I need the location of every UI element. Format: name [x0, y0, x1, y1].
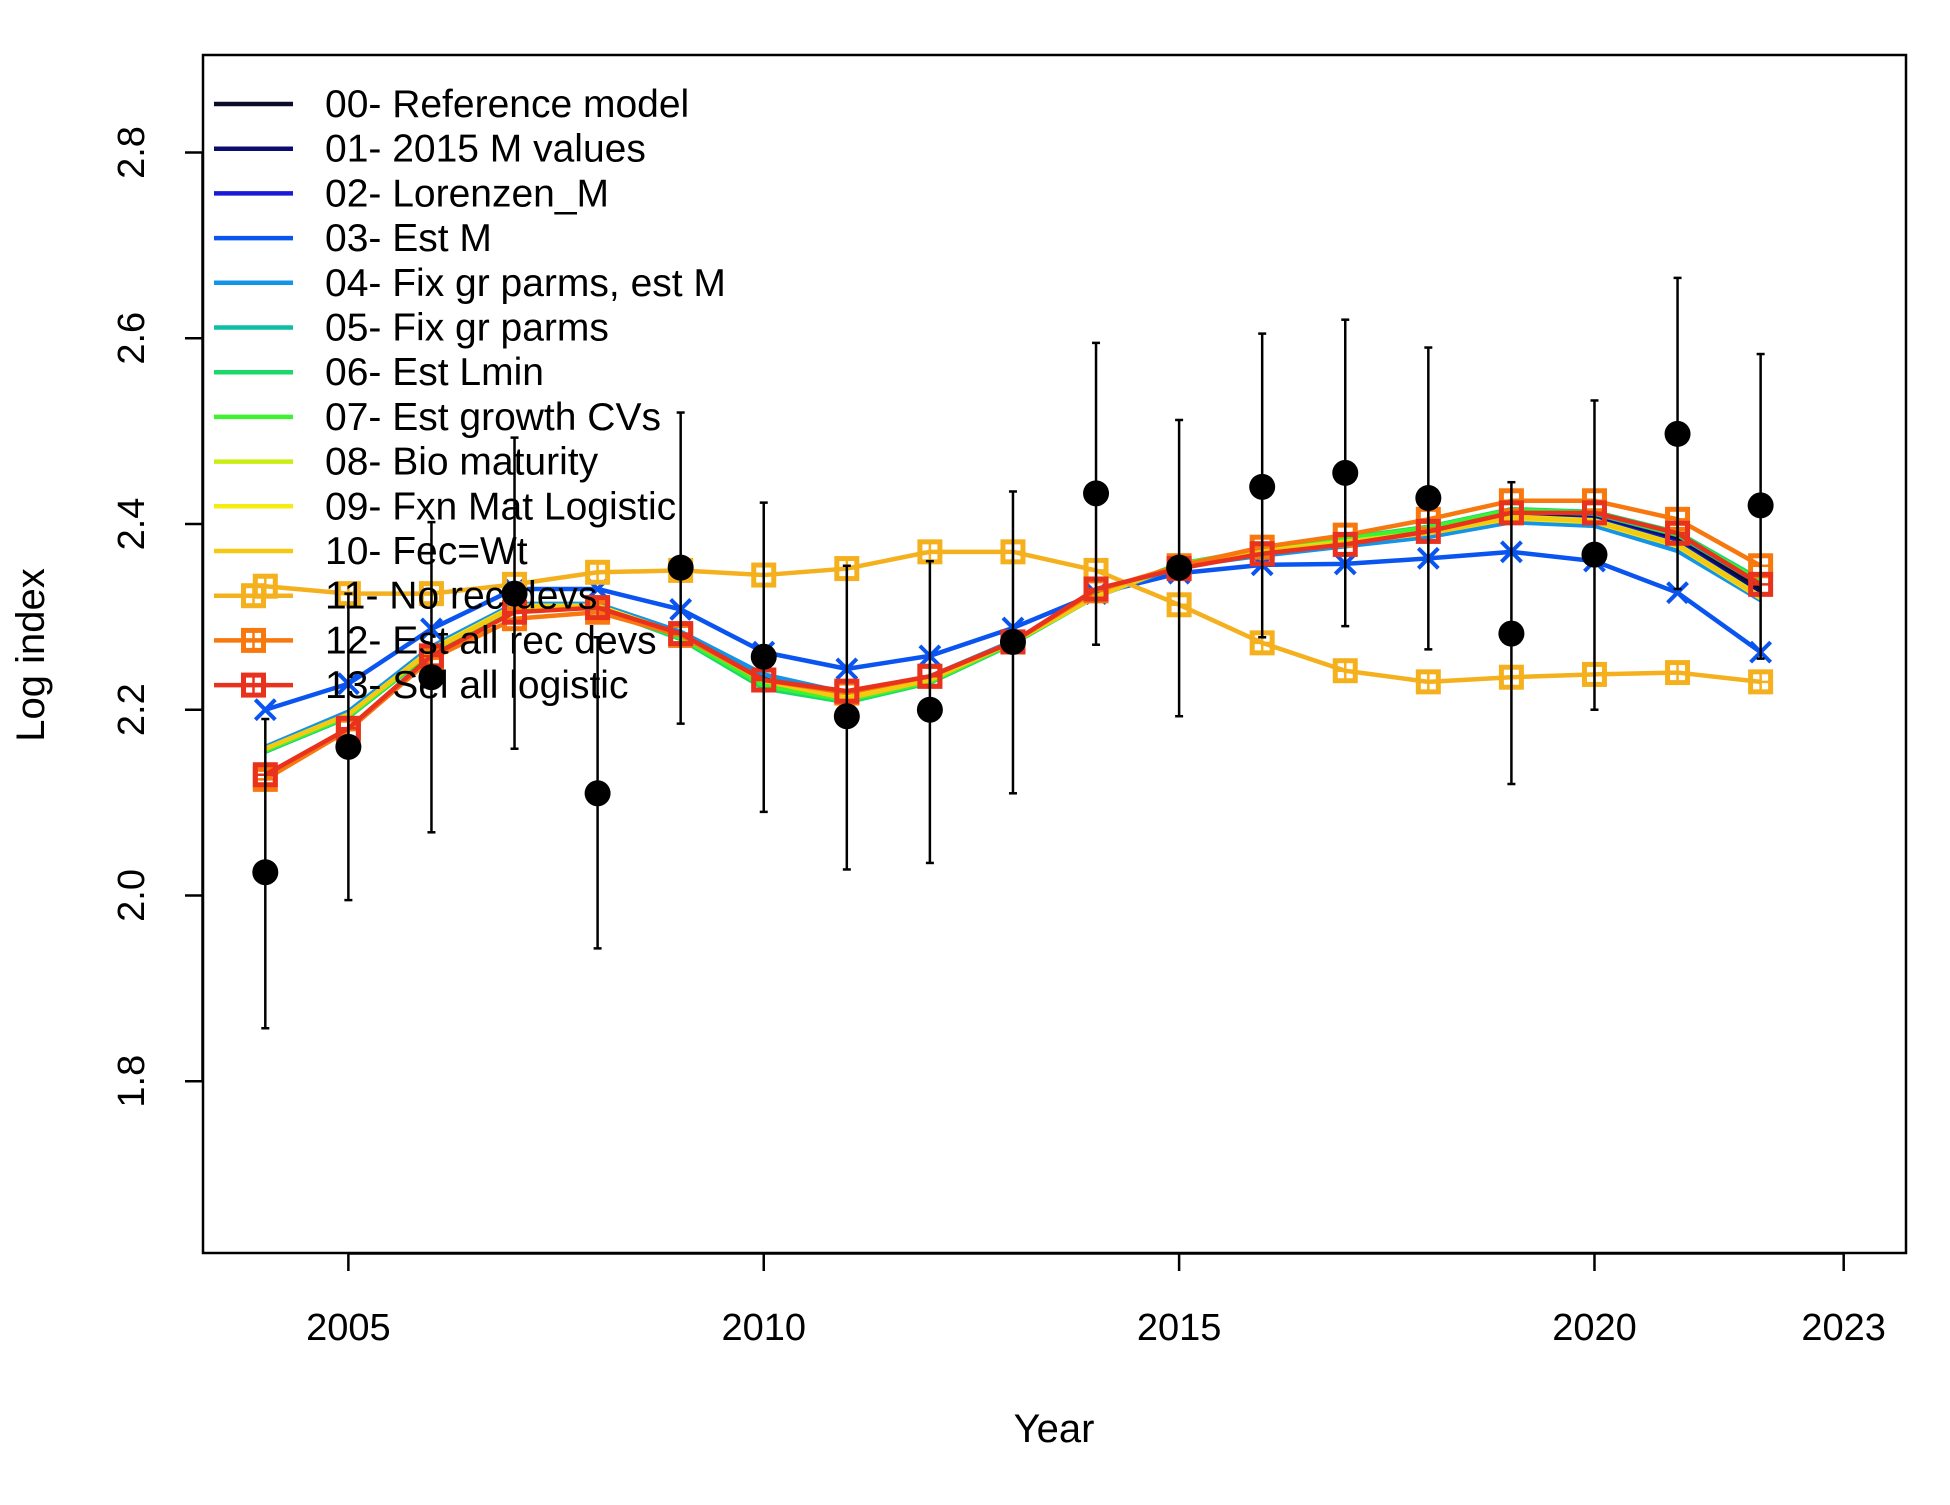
x-axis: 2005 2010 2015 2020 2023	[306, 1252, 1886, 1349]
observed-point	[1747, 492, 1774, 519]
x-tick-label: 2020	[1552, 1307, 1637, 1349]
observed-point	[501, 580, 528, 607]
observed-point	[1415, 484, 1442, 511]
legend-item: 01- 2015 M values	[214, 128, 646, 171]
legend-label: 00- Reference model	[325, 83, 689, 126]
y-tick-label: 2.0	[111, 869, 153, 922]
legend-item: 00- Reference model	[214, 83, 689, 126]
observed-point-group	[584, 636, 611, 950]
observed-point-group	[833, 564, 860, 871]
y-axis: 1.8 2.0 2.2 2.4 2.6 2.8	[111, 126, 204, 1108]
observed-point-group	[1083, 341, 1110, 646]
observed-point-group	[501, 436, 528, 750]
legend-item: 05- Fix gr parms	[214, 307, 609, 350]
y-tick-label: 2.6	[111, 312, 153, 365]
observed-point-group	[1498, 480, 1525, 786]
series-point	[1666, 581, 1689, 605]
legend-item: 02- Lorenzen_M	[214, 172, 609, 215]
observed-point	[1332, 459, 1359, 486]
legend-item: 11- No rec devs	[214, 575, 597, 618]
x-tick-label: 2023	[1801, 1307, 1886, 1349]
observed-point-group	[1664, 276, 1691, 591]
observed-point	[999, 628, 1026, 655]
series-point-cross	[587, 562, 608, 583]
observed-points	[252, 276, 1774, 1030]
observed-point	[833, 703, 860, 730]
legend-item: 09- Fxn Mat Logistic	[214, 485, 676, 528]
x-axis-title: Year	[1014, 1407, 1095, 1451]
observed-point	[1581, 541, 1608, 568]
legend-label: 06- Est Lmin	[325, 351, 544, 394]
observed-point-group	[1581, 399, 1608, 711]
legend-label: 11- No rec devs	[325, 575, 597, 618]
legend-label: 10- Fec=Wt	[325, 530, 528, 573]
legend-label: 03- Est M	[325, 217, 492, 260]
x-tick-label: 2005	[306, 1307, 391, 1349]
observed-point-group	[1415, 346, 1442, 651]
observed-point-group	[999, 490, 1026, 795]
legend-item: 06- Est Lmin	[214, 351, 544, 394]
series-point	[253, 698, 277, 722]
observed-point-group	[1332, 318, 1359, 628]
legend-label: 02- Lorenzen_M	[325, 172, 609, 215]
observed-point	[750, 643, 777, 670]
observed-point-group	[418, 520, 445, 834]
x-tick-label: 2010	[721, 1307, 806, 1349]
series-point-cross	[1418, 671, 1439, 692]
observed-point	[916, 696, 943, 723]
observed-point-group	[667, 411, 694, 725]
legend-item: 13- Sel all logistic	[214, 664, 628, 707]
legend-item: 07- Est growth CVs	[214, 396, 661, 439]
legend-item: 12- Est all rec devs	[214, 619, 657, 662]
observed-point	[1083, 480, 1110, 507]
legend-label: 09- Fxn Mat Logistic	[325, 485, 676, 528]
y-tick-label: 2.8	[111, 126, 153, 179]
y-tick-label: 2.2	[111, 683, 153, 736]
legend-label: 13- Sel all logistic	[325, 664, 628, 707]
legend-item: 03- Est M	[214, 217, 492, 260]
legend-label: 04- Fix gr parms, est M	[325, 262, 726, 305]
legend-marker-cross	[243, 675, 264, 696]
legend-marker-cross	[243, 630, 264, 651]
observed-point-group	[335, 592, 362, 902]
observed-point	[584, 780, 611, 807]
observed-point-group	[750, 501, 777, 814]
legend-item: 08- Bio maturity	[214, 441, 599, 484]
observed-point-group	[1747, 352, 1774, 660]
observed-point	[1498, 620, 1525, 647]
observed-point-group	[1249, 332, 1276, 639]
y-tick-label: 2.4	[111, 498, 153, 551]
observed-point	[252, 859, 279, 886]
observed-point	[1166, 554, 1193, 581]
observed-point	[335, 733, 362, 760]
y-axis-title: Log index	[9, 568, 53, 741]
observed-point	[418, 664, 445, 691]
legend-label: 12- Est all rec devs	[325, 619, 657, 662]
series-point-cross	[1750, 671, 1771, 692]
observed-point-group	[252, 717, 279, 1030]
legend-marker-cross	[243, 585, 264, 606]
observed-point-group	[1166, 418, 1193, 718]
legend-label: 01- 2015 M values	[325, 128, 646, 171]
observed-point	[1664, 420, 1691, 447]
series-point-cross	[587, 597, 608, 618]
x-tick-label: 2015	[1137, 1307, 1222, 1349]
observed-point-group	[916, 559, 943, 865]
legend-item: 04- Fix gr parms, est M	[214, 262, 726, 305]
series-point-cross	[919, 541, 940, 562]
y-tick-label: 1.8	[111, 1055, 153, 1108]
series-point-cross	[1335, 660, 1356, 681]
legend-label: 07- Est growth CVs	[325, 396, 661, 439]
observed-point	[1249, 473, 1276, 500]
legend-label: 05- Fix gr parms	[325, 307, 609, 350]
legend-label: 08- Bio maturity	[325, 441, 599, 484]
legend-item: 10- Fec=Wt	[214, 530, 528, 573]
series-point-cross	[1667, 662, 1688, 683]
observed-point	[667, 554, 694, 581]
